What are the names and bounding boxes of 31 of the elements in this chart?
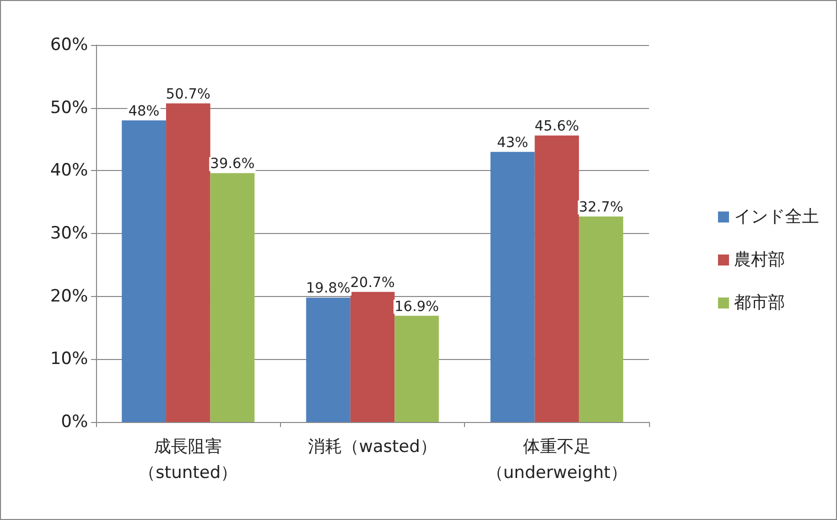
legend-label: 都市部 bbox=[734, 293, 785, 313]
data-label: 48% bbox=[128, 103, 160, 120]
bar bbox=[122, 120, 166, 422]
data-label: 45.6% bbox=[534, 118, 580, 134]
data-label: 50.7% bbox=[166, 86, 210, 102]
y-tick-label: 0% bbox=[61, 412, 88, 432]
bar bbox=[166, 103, 210, 422]
x-tick-label: 体重不足（underweight） bbox=[486, 437, 628, 483]
data-label: 20.7% bbox=[350, 274, 395, 291]
y-tick-label: 60% bbox=[50, 35, 88, 55]
bar bbox=[306, 298, 350, 422]
data-label: 39.6% bbox=[210, 156, 255, 172]
y-tick-label: 50% bbox=[50, 98, 88, 118]
y-tick-label: 20% bbox=[50, 286, 88, 306]
x-tick-label: 消耗（wasted） bbox=[308, 437, 438, 457]
data-label: 16.9% bbox=[394, 298, 439, 315]
bar bbox=[210, 173, 255, 422]
data-label: 43% bbox=[497, 134, 528, 151]
bar bbox=[394, 316, 439, 422]
legend-label: インド全土 bbox=[734, 207, 819, 227]
y-tick-label: 40% bbox=[50, 160, 88, 181]
bar bbox=[534, 135, 579, 422]
y-tick-label: 10% bbox=[50, 349, 88, 370]
y-tick-label: 30% bbox=[50, 224, 88, 244]
data-label: 32.7% bbox=[578, 200, 624, 216]
x-tick-label: 成長阻害（stunted） bbox=[138, 437, 238, 483]
bar bbox=[578, 216, 624, 422]
bar bbox=[490, 152, 535, 422]
data-label: 19.8% bbox=[306, 280, 350, 297]
bar bbox=[350, 292, 395, 422]
legend-label: 農村部 bbox=[734, 250, 785, 270]
